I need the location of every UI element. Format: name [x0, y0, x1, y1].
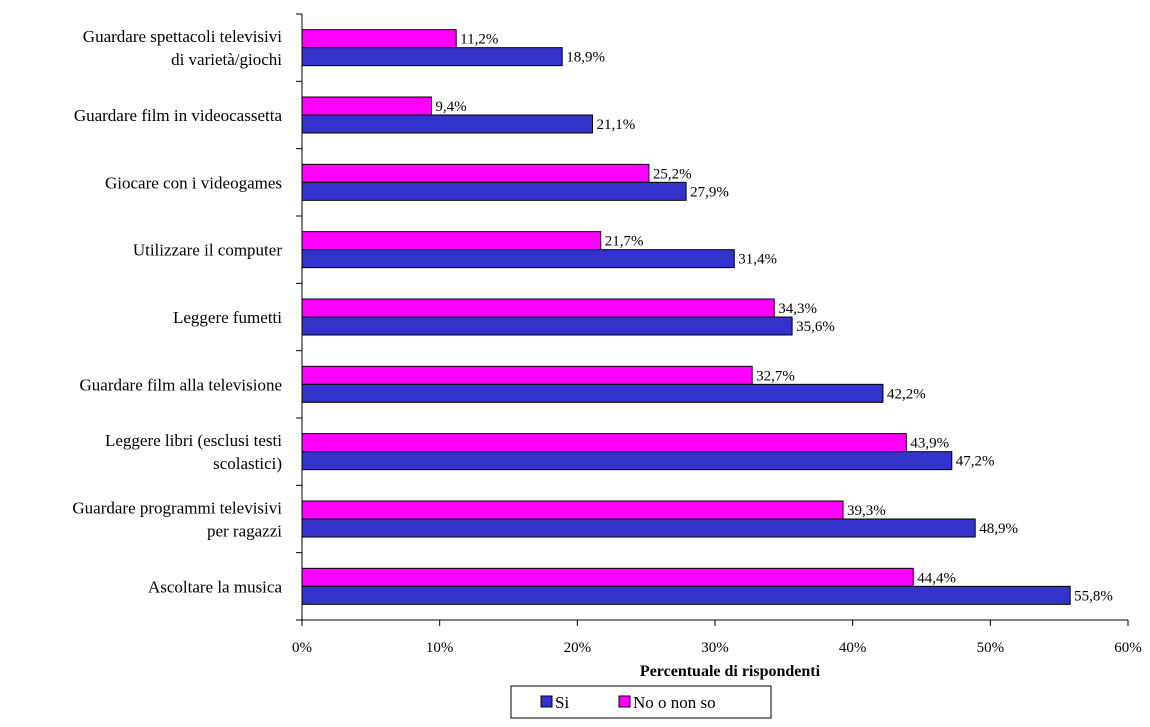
- category-label-8: Ascoltare la musica: [148, 577, 283, 596]
- x-tick-label-1: 10%: [426, 640, 454, 656]
- x-tick-label-2: 20%: [564, 640, 592, 656]
- bar-no-3: [301, 231, 602, 251]
- bar-si-2: [301, 181, 687, 201]
- bar-si-8: [301, 585, 1071, 605]
- data-label-si-8: 55,8%: [1074, 588, 1113, 604]
- x-tick-label-6: 60%: [1114, 640, 1142, 656]
- category-label-0-line-1: di varietà/giochi: [171, 50, 282, 69]
- data-label-no-3: 21,7%: [605, 234, 644, 250]
- data-label-no-1: 9,4%: [435, 99, 466, 115]
- bar-no-7: [301, 500, 844, 520]
- data-label-no-0: 11,2%: [460, 32, 498, 48]
- bar-si-4: [301, 316, 793, 336]
- data-label-si-2: 27,9%: [690, 184, 729, 200]
- data-label-no-6: 43,9%: [910, 436, 949, 452]
- bar-no-2: [301, 163, 650, 183]
- bar-no-0: [301, 29, 457, 49]
- x-tick-label-3: 30%: [701, 640, 729, 656]
- x-tick-label-0: 0%: [292, 640, 312, 656]
- category-label-7-line-0: Guardare programmi televisivi: [72, 499, 282, 518]
- category-label-1: Guardare film in videocassetta: [74, 106, 283, 125]
- legend: Si No o non so: [510, 685, 772, 719]
- bar-si-6: [301, 451, 953, 471]
- bar-si-3: [301, 249, 735, 269]
- data-label-si-6: 47,2%: [956, 454, 995, 470]
- legend-swatch-0: [540, 695, 553, 708]
- category-label-2: Giocare con i videogames: [105, 173, 282, 192]
- x-axis-title: Percentuale di rispondenti: [640, 663, 821, 680]
- legend-box: [510, 685, 772, 719]
- category-labels: Guardare spettacoli televisivi di varietà…: [72, 27, 282, 596]
- data-label-no-4: 34,3%: [778, 301, 817, 317]
- bar-si-1: [301, 114, 593, 134]
- data-label-si-3: 31,4%: [738, 252, 777, 268]
- category-label-6-line-0: Leggere libri (esclusi testi: [105, 431, 282, 450]
- data-label-si-0: 18,9%: [566, 50, 605, 66]
- legend-label-1: No o non so: [633, 693, 716, 712]
- bar-no-1: [301, 96, 432, 116]
- data-label-si-1: 21,1%: [596, 117, 635, 133]
- data-label-si-4: 35,6%: [796, 319, 835, 335]
- category-label-3: Utilizzare il computer: [133, 241, 282, 260]
- data-label-no-7: 39,3%: [847, 503, 886, 519]
- data-label-si-7: 48,9%: [979, 521, 1018, 537]
- legend-label-0: Si: [555, 693, 569, 712]
- bar-no-8: [301, 567, 914, 587]
- legend-swatch-1: [618, 695, 631, 708]
- data-label-no-8: 44,4%: [917, 570, 956, 586]
- x-tick-label-5: 50%: [977, 640, 1005, 656]
- category-label-7-line-1: per ragazzi: [207, 522, 282, 541]
- category-label-5: Guardare film alla televisione: [80, 375, 283, 394]
- bar-si-7: [301, 518, 976, 538]
- bar-no-5: [301, 365, 753, 385]
- axes-group: 0% 10% 20% 30% 40% 50% 60%: [292, 13, 1142, 656]
- category-label-4: Leggere fumetti: [173, 308, 282, 327]
- bar-no-6: [301, 433, 907, 453]
- bar-no-4: [301, 298, 775, 318]
- bars-group: 11,2% 18,9% 9,4% 21,1% 25,2% 27,9% 21,7% 31,4% 3…: [301, 29, 1113, 605]
- bar-si-0: [301, 47, 563, 67]
- category-label-0-line-0: Guardare spettacoli televisivi: [83, 27, 282, 46]
- bar-si-5: [301, 383, 884, 403]
- x-tick-label-4: 40%: [839, 640, 867, 656]
- category-label-6-line-1: scolastici): [213, 454, 282, 473]
- data-label-si-5: 42,2%: [887, 386, 926, 402]
- data-label-no-2: 25,2%: [653, 166, 692, 182]
- data-label-no-5: 32,7%: [756, 368, 795, 384]
